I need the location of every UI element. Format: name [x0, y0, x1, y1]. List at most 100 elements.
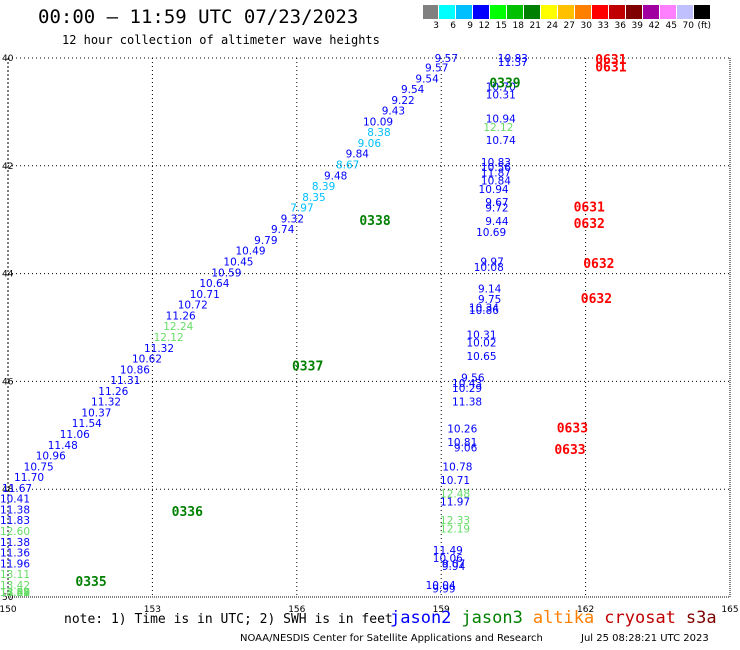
wave-height-value: 11.67 — [2, 483, 32, 495]
wave-height-value: 10.49 — [235, 246, 265, 258]
color-legend: 3 6 9 12 15 18 21 24 27 30 33 36 39 42 45 70 (ft) — [422, 5, 711, 31]
wave-height-value: 9.22 — [391, 95, 414, 107]
wave-height-value: 9.72 — [485, 203, 508, 215]
wave-height-value: 9.43 — [382, 106, 405, 118]
x-tick-label: 162 — [577, 605, 594, 615]
y-tick-label: 40 — [2, 54, 14, 64]
legend-tick: 12 — [478, 21, 490, 31]
wave-height-value: 8.38 — [367, 127, 390, 139]
wave-height-value: 9.48 — [324, 170, 347, 182]
satellite-name: jason3 — [461, 608, 523, 628]
wave-height-value: 10.81 — [447, 437, 477, 449]
wave-height-value: 11.96 — [0, 558, 30, 570]
satellite-name: jason2 — [390, 608, 452, 628]
x-tick-label: 165 — [721, 605, 738, 615]
wave-height-value: 9.84 — [346, 149, 370, 161]
wave-height-value: 10.71 — [440, 475, 470, 487]
wave-height-value: 10.31 — [486, 89, 516, 101]
wave-height-value: 11.32 — [144, 343, 174, 355]
wave-height-value: 10.43 — [452, 378, 482, 390]
wave-height-value: 11.38 — [452, 397, 482, 409]
observation-labels: 9.579.579.549.549.229.4310.098.389.069.8… — [0, 53, 528, 599]
legend-swatch — [643, 5, 660, 19]
map-grid — [7, 57, 731, 598]
legend-tick: 45 — [665, 21, 677, 31]
legend-swatch — [507, 5, 524, 19]
wave-height-value: 11.54 — [72, 418, 102, 430]
wave-height-value: 11.32 — [91, 397, 121, 409]
wave-height-value: 9.99 — [432, 584, 455, 596]
wave-height-value: 10.72 — [178, 300, 208, 312]
wave-height-value: 10.86 — [120, 364, 150, 376]
wave-height-value: 11.26 — [98, 386, 128, 398]
wave-height-value: 8.35 — [302, 192, 325, 204]
legend-tick: 18 — [512, 21, 524, 31]
wave-height-value: 13.28 — [0, 587, 30, 599]
y-tick-label: 48 — [2, 485, 14, 495]
wave-height-value: 11.83 — [0, 515, 30, 527]
x-tick-label: 153 — [144, 605, 161, 615]
wave-height-value: 7.97 — [290, 203, 313, 215]
wave-height-value: 9.75 — [478, 294, 501, 306]
footnote: note: 1) Time is in UTC; 2) SWH is in fe… — [64, 612, 393, 627]
legend-ticks: 3 6 9 12 15 18 21 24 27 30 33 36 39 42 45 70 (ft) — [422, 21, 711, 31]
page-title: 00:00 – 11:59 UTC 07/23/2023 — [38, 6, 359, 28]
track-time: 0631 — [595, 53, 626, 68]
wave-height-value: 8.67 — [336, 159, 359, 171]
wave-height-value: 12.24 — [163, 321, 193, 333]
wave-height-value: 10.62 — [132, 354, 162, 366]
wave-height-value: 10.08 — [474, 262, 504, 274]
legend-tick: 27 — [563, 21, 575, 31]
track-time-labels: 0339033803370336033506310631063106320632… — [75, 53, 626, 590]
legend-tick: (ft) — [697, 21, 711, 31]
track-time: 0336 — [172, 505, 203, 520]
legend-swatch — [490, 5, 507, 19]
wave-height-value: 10.09 — [363, 116, 393, 128]
wave-height-value: 9.97 — [480, 257, 503, 269]
wave-height-value: 10.74 — [486, 135, 516, 147]
y-tick-label: 42 — [2, 162, 13, 172]
legend-swatch — [558, 5, 575, 19]
wave-height-value: 9.74 — [271, 224, 295, 236]
wave-height-value: 11.06 — [60, 429, 90, 441]
wave-height-value: 13.11 — [0, 569, 30, 581]
wave-height-value: 9.06 — [454, 442, 478, 454]
legend-tick: 15 — [495, 21, 507, 31]
legend-swatch — [626, 5, 643, 19]
legend-swatch — [677, 5, 694, 19]
wave-height-value: 10.86 — [469, 305, 499, 317]
wave-height-value: 11.48 — [48, 440, 78, 452]
legend-tick: 70 — [682, 21, 694, 31]
track-time: 0339 — [489, 77, 520, 92]
legend-tick: 33 — [597, 21, 609, 31]
wave-height-value: 10.71 — [190, 289, 220, 301]
wave-height-value: 10.75 — [24, 461, 54, 473]
legend-tick: 36 — [614, 21, 626, 31]
wave-height-value: 13.54 — [0, 587, 30, 599]
wave-height-value: 9.57 — [435, 53, 458, 65]
wave-height-value: 11.87 — [481, 168, 511, 180]
wave-height-value: 9.32 — [281, 213, 304, 225]
wave-height-value: 13.42 — [0, 580, 30, 592]
wave-height-value: 10.94 — [486, 114, 516, 126]
wave-height-value: 8.39 — [312, 181, 335, 193]
wave-height-value: 12.19 — [440, 523, 470, 535]
wave-height-value: 11.49 — [433, 545, 463, 557]
wave-height-value: 12.48 — [440, 488, 470, 500]
wave-height-value: 10.78 — [442, 461, 472, 473]
wave-height-value: 10.64 — [199, 278, 229, 290]
track-time: 0631 — [574, 201, 605, 216]
wave-height-value: 10.94 — [479, 184, 509, 196]
legend-tick: 39 — [631, 21, 643, 31]
wave-height-value: 10.45 — [223, 257, 253, 269]
wave-height-value: 10.41 — [0, 494, 30, 506]
wave-height-value: 12.60 — [0, 526, 30, 538]
wave-height-value: 9.14 — [478, 283, 502, 295]
wave-height-value: 11.31 — [110, 375, 140, 387]
x-tick-label: 150 — [0, 605, 17, 615]
wave-height-value: 11.70 — [14, 472, 44, 484]
legend-tick: 42 — [648, 21, 660, 31]
legend-tick: 3 — [433, 21, 439, 31]
wave-height-value: 10.31 — [466, 329, 496, 341]
